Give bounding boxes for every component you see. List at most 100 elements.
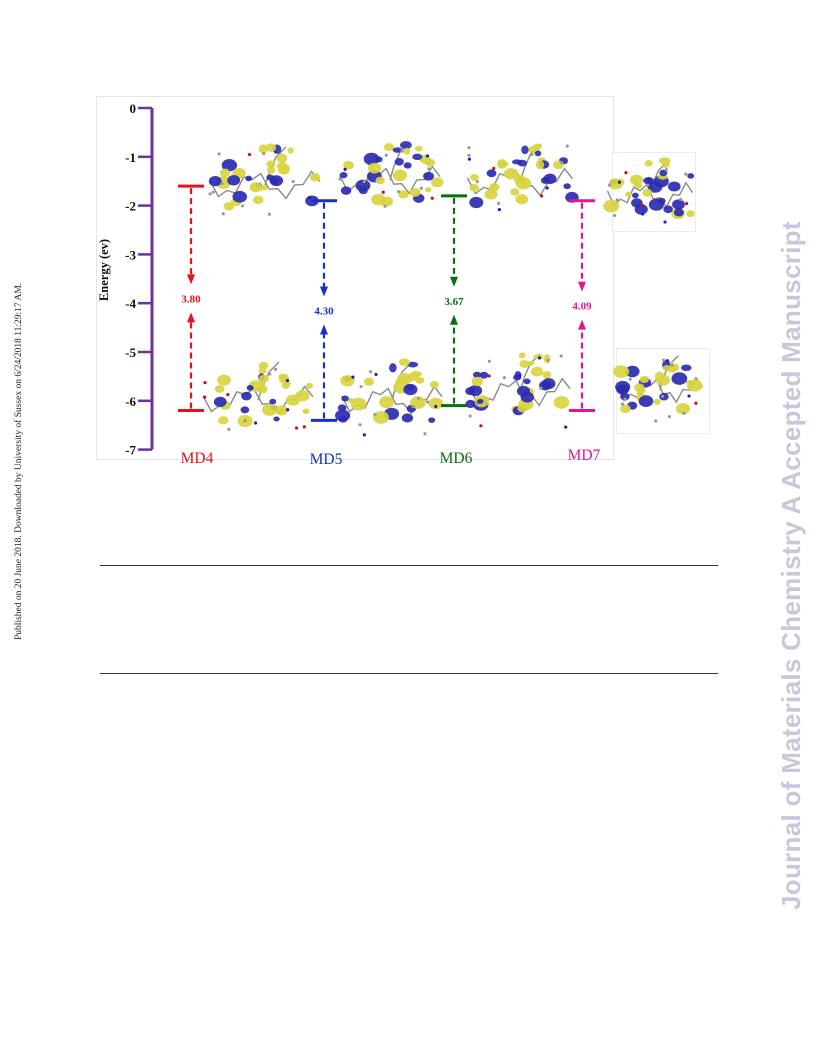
orbital-lobe: [424, 187, 432, 193]
atom: [423, 432, 427, 436]
orbital-lobe: [563, 183, 571, 190]
orbital-lobe: [625, 191, 632, 198]
atom: [262, 152, 266, 156]
orbital-lobe: [472, 371, 482, 379]
orbital-lobe: [265, 143, 277, 152]
atom: [211, 190, 215, 194]
orbital-lobe: [543, 173, 557, 185]
orbital-lobe: [375, 156, 383, 163]
atom: [434, 404, 438, 409]
orbital-lobe: [258, 374, 269, 383]
orbital-lobe: [429, 381, 439, 389]
atom: [217, 152, 221, 156]
atom: [425, 400, 430, 404]
orbital-lobe: [646, 177, 653, 184]
atom: [397, 189, 401, 194]
atom: [359, 384, 363, 389]
orbital-lobe: [686, 379, 693, 386]
atom: [663, 220, 667, 224]
level-group-md4: 3.80 MD4: [178, 184, 214, 467]
orbital-lobe: [638, 395, 654, 407]
atom: [220, 181, 224, 186]
atom: [564, 425, 568, 429]
orbital-lobe: [266, 165, 276, 174]
orbital-lobe: [687, 173, 695, 179]
level-group-md6: 3.67 MD6: [440, 194, 473, 467]
atom: [546, 358, 550, 363]
orbital-lobe: [428, 417, 436, 423]
arrow-head-down: [578, 281, 586, 292]
atom: [687, 394, 691, 398]
atom: [430, 196, 434, 200]
orbital-lobe: [355, 179, 371, 192]
atom: [308, 196, 312, 200]
orbital-lobe: [523, 378, 531, 385]
orbital-lobe: [513, 174, 526, 185]
orbital-lobe: [295, 390, 310, 402]
atom: [467, 146, 471, 150]
orbital-lobe: [620, 392, 630, 401]
atom: [624, 171, 628, 175]
orbital-lobe: [232, 190, 248, 203]
orbital-lobe: [470, 173, 479, 182]
orbital-lobe: [662, 364, 672, 372]
atom: [368, 370, 373, 374]
atom: [400, 149, 404, 153]
atom: [338, 177, 342, 181]
lumo-orbital-md7: [603, 157, 695, 224]
atom: [540, 194, 544, 198]
atom: [628, 377, 632, 381]
orbital-lobe: [401, 413, 414, 423]
orbital-lobe: [431, 177, 444, 188]
orbital-lobe: [400, 141, 412, 150]
orbital-lobe: [642, 188, 653, 197]
orbital-lobe: [673, 208, 684, 217]
orbital-lobe: [517, 404, 528, 413]
atom: [684, 202, 689, 206]
atom: [467, 157, 472, 161]
orbital-lobe: [392, 169, 408, 182]
orbital-lobe: [423, 171, 435, 181]
level-group-md7: 4.09 MD7: [568, 199, 601, 464]
orbital-lobe: [535, 160, 545, 170]
orbital-lobe: [521, 145, 529, 155]
atom: [362, 433, 366, 437]
atom: [502, 376, 507, 380]
gap-value-label: 3.80: [181, 293, 201, 305]
atom: [203, 381, 207, 385]
orbital-lobe: [659, 169, 668, 177]
orbital-images: [202, 141, 704, 437]
y-tick-label: 0: [130, 101, 137, 116]
orbital-lobe: [542, 371, 552, 379]
atom: [664, 168, 668, 172]
atom: [291, 179, 295, 184]
orbital-lobe: [379, 396, 395, 409]
atom: [373, 412, 377, 417]
y-tick-label: -2: [125, 199, 136, 214]
atom: [539, 386, 543, 390]
orbital-lobe: [503, 168, 518, 180]
orbital-lobe: [615, 380, 631, 393]
atom: [608, 183, 612, 187]
orbital-lobe: [465, 399, 476, 409]
orbital-lobe: [667, 181, 681, 192]
orbital-lobe: [258, 144, 268, 154]
atom: [487, 359, 491, 363]
orbital-lobe: [278, 164, 290, 171]
orbital-lobe: [471, 376, 484, 387]
atom: [358, 423, 362, 427]
arrow-head-up: [320, 324, 328, 335]
orbital-lobe: [613, 365, 630, 378]
gap-value-label: 3.67: [444, 296, 464, 308]
atom: [227, 427, 231, 431]
atom: [221, 212, 225, 216]
arrow-head-down: [320, 286, 328, 297]
orbital-lobe: [258, 361, 269, 370]
atom: [474, 402, 479, 406]
y-tick-label: -5: [125, 345, 136, 360]
atom: [559, 354, 563, 358]
atom: [467, 153, 471, 157]
orbital-lobe: [253, 195, 264, 205]
y-axis-label: Energy (ev): [97, 239, 111, 301]
atom: [530, 152, 534, 157]
